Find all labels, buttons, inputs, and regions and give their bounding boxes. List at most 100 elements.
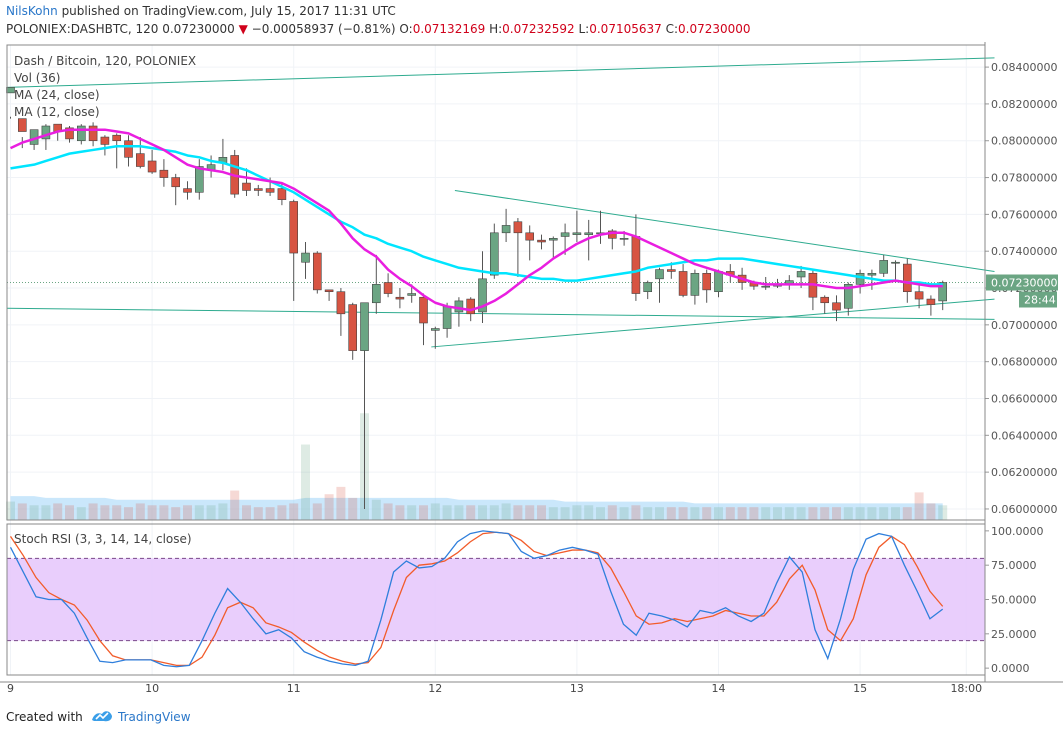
volume-bar — [843, 507, 853, 520]
x-tick-label: 10 — [145, 682, 159, 695]
candle-body — [584, 232, 594, 235]
candle-body — [537, 239, 546, 243]
legend-stoch-rsi[interactable]: Stoch RSI (3, 3, 14, 14, close) — [14, 532, 192, 546]
candle-body — [77, 125, 86, 142]
candle-body — [879, 260, 889, 274]
publish-info: NilsKohn published on TradingView.com, J… — [6, 4, 396, 18]
volume-bar — [454, 505, 464, 520]
volume-bar — [183, 505, 192, 520]
volume-bar — [124, 507, 133, 520]
candle-body — [796, 271, 806, 278]
volume-bar — [537, 505, 546, 520]
legend-volume[interactable]: Vol (36) — [14, 71, 61, 85]
volume-bar — [466, 505, 476, 520]
candle-body — [501, 225, 511, 234]
stoch-y-tick-label: 25.0000 — [991, 628, 1037, 641]
candle-body — [383, 282, 393, 294]
volume-bar — [407, 505, 417, 520]
down-arrow-icon: ▼ — [238, 22, 248, 36]
candle-body — [843, 284, 853, 309]
volume-bar — [678, 507, 688, 520]
last-price: 0.07230000 — [162, 22, 235, 36]
volume-bar — [218, 503, 228, 520]
candle-body — [430, 328, 440, 331]
candle-body — [560, 232, 570, 237]
stoch-y-tick-label: 0.0000 — [991, 662, 1030, 675]
high-value: 0.07232592 — [502, 22, 575, 36]
candle-body — [65, 127, 74, 140]
volume-bar — [100, 505, 110, 520]
legend-ma24[interactable]: MA (24, close) — [14, 88, 100, 102]
volume-bar — [88, 503, 98, 520]
price-badge-value: 0.07230000 — [991, 277, 1057, 290]
volume-bar — [29, 505, 39, 520]
volume-bar — [478, 505, 487, 520]
y-tick-label: 0.08400000 — [991, 61, 1057, 74]
chart-title: Dash / Bitcoin, 120, POLONIEX — [14, 54, 197, 68]
tradingview-link[interactable]: TradingView — [118, 710, 191, 724]
volume-bar — [513, 505, 523, 520]
candle-body — [265, 188, 275, 193]
volume-bar — [596, 507, 605, 520]
countdown-badge — [1019, 291, 1057, 308]
ma12-line — [9, 128, 943, 312]
legend-ma12[interactable]: MA (12, close) — [14, 105, 100, 119]
stoch-k-line — [9, 530, 944, 668]
symbol: POLONIEX:DASHBTC, 120 — [6, 22, 159, 36]
candle-body — [395, 296, 405, 300]
volume-bar — [938, 505, 948, 520]
volume-bar — [643, 507, 653, 520]
volume-bar — [560, 507, 570, 520]
candle-body — [513, 221, 523, 234]
trend-line — [431, 298, 995, 348]
volume-bar — [666, 507, 676, 520]
tradingview-logo-icon — [92, 711, 112, 722]
trend-line — [6, 57, 995, 88]
candle-body — [17, 118, 27, 132]
volume-bar — [371, 499, 381, 520]
y-tick-label: 0.08200000 — [991, 98, 1057, 111]
symbol-info: POLONIEX:DASHBTC, 120 0.07230000 ▼ −0.00… — [6, 22, 751, 36]
candle-body — [466, 298, 476, 315]
candle-body — [478, 278, 487, 313]
candle-body — [100, 136, 110, 145]
y-tick-label: 0.07400000 — [991, 245, 1057, 258]
volume-bar — [41, 505, 51, 520]
x-tick-label: 18:00 — [950, 682, 982, 695]
candle-body — [360, 302, 369, 351]
x-tick-label: 13 — [570, 682, 584, 695]
candle-body — [572, 232, 582, 235]
volume-bar — [395, 505, 405, 520]
candle-body — [702, 272, 712, 291]
author-link[interactable]: NilsKohn — [6, 4, 58, 18]
candle-body — [631, 236, 641, 294]
candle-body — [136, 153, 145, 167]
trend-line — [6, 307, 995, 320]
candle-body — [442, 306, 452, 329]
candle-body — [902, 263, 912, 293]
candle-body — [678, 271, 688, 296]
volume-bar — [419, 505, 428, 520]
candle-body — [312, 252, 322, 291]
volume-bar — [171, 507, 181, 520]
published-text: published on TradingView.com, July 15, 2… — [61, 4, 396, 18]
candle-body — [254, 188, 263, 191]
volume-bar — [749, 507, 759, 520]
volume-bar — [725, 507, 735, 520]
candle-body — [159, 169, 169, 178]
volume-bar — [301, 444, 310, 520]
price-badge — [986, 274, 1058, 291]
volume-bar — [879, 507, 889, 520]
volume-bar — [548, 507, 558, 520]
price-chart[interactable]: 0.06000000 0.06200000 0.06400000 0.06600000… — [0, 42, 1063, 700]
candle-body — [407, 293, 417, 296]
candle-body — [336, 291, 346, 315]
x-tick-label: 11 — [287, 682, 301, 695]
y-tick-label: 0.06600000 — [991, 392, 1057, 405]
volume-bar — [53, 503, 63, 520]
volume-bar — [76, 507, 86, 520]
volume-bar — [902, 507, 912, 520]
volume-bar — [926, 503, 936, 520]
candle-body — [147, 160, 157, 173]
overbought-oversold-band — [7, 558, 985, 641]
